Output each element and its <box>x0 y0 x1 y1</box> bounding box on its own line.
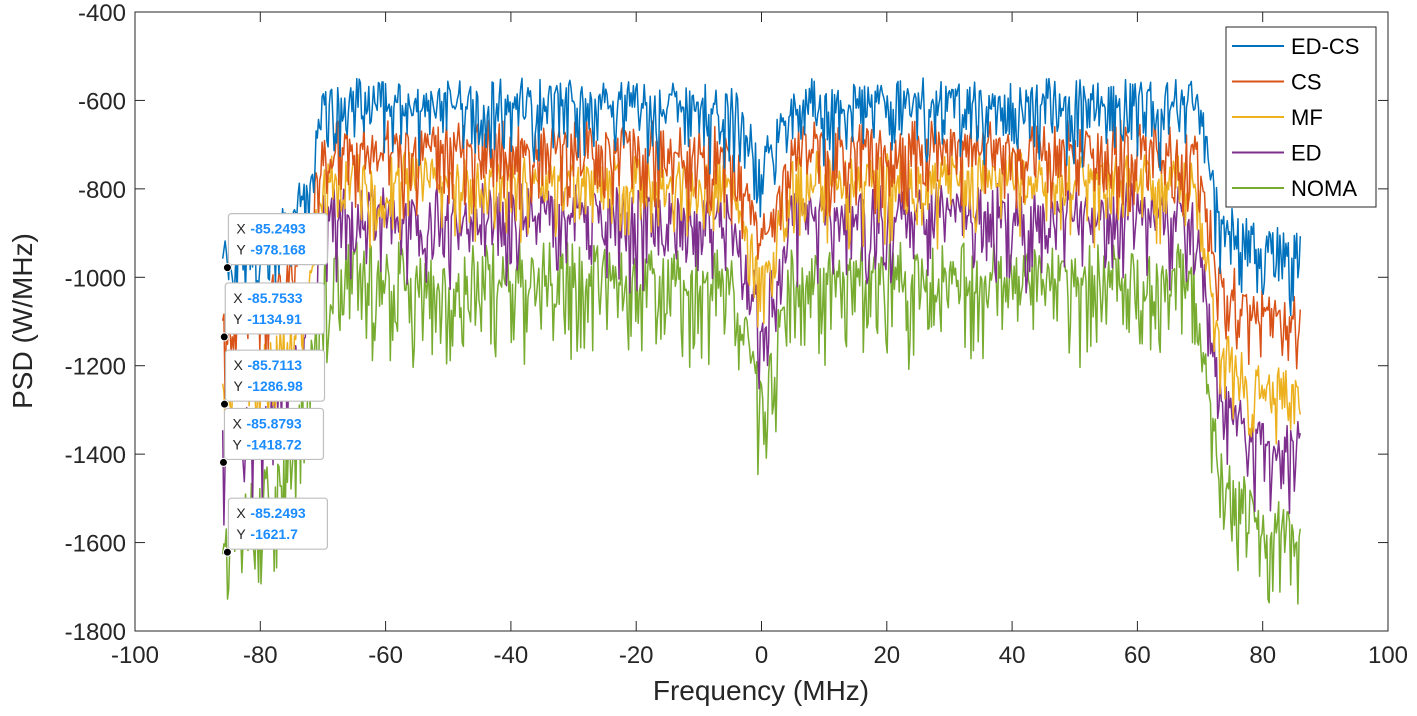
datatip-x-value: -85.7533 <box>247 290 302 306</box>
datatip-x-label: X <box>236 221 246 237</box>
y-tick-label: -400 <box>78 0 126 27</box>
datatip-y-label: Y <box>233 311 243 327</box>
ticks-layer: -100 -80 -60 -40 -20 0 20 40 60 80 100 -1800 -1600 -1… <box>65 0 1408 669</box>
x-tick-label: -80 <box>243 642 278 669</box>
y-tick-label: -800 <box>78 177 126 204</box>
x-tick-label: -60 <box>368 642 403 669</box>
legend[interactable]: ED-CS CS MF ED NOMA <box>1225 26 1377 208</box>
datatip-y-value: -1418.72 <box>246 436 301 452</box>
y-tick-label: -1000 <box>65 265 126 292</box>
datatip-box <box>224 349 326 402</box>
x-tick-label: 40 <box>999 642 1026 669</box>
legend-item-ed-cs[interactable]: ED-CS <box>1232 34 1359 59</box>
x-tick-label: -100 <box>111 642 159 669</box>
x-tick-label: 60 <box>1124 642 1151 669</box>
datatip-marker <box>222 547 232 557</box>
x-tick-label: 100 <box>1368 642 1408 669</box>
y-tick-label: -1400 <box>65 442 126 469</box>
datatip-x-value: -85.2493 <box>250 221 305 237</box>
legend-label: ED <box>1291 141 1322 166</box>
y-tick-label: -600 <box>78 88 126 115</box>
legend-label: NOMA <box>1291 176 1357 201</box>
datatip-marker <box>222 263 232 273</box>
legend-item-mf[interactable]: MF <box>1232 105 1323 130</box>
y-tick-label: -1800 <box>65 619 126 646</box>
x-tick-label: 0 <box>755 642 768 669</box>
datatip-y-label: Y <box>234 378 244 394</box>
datatip-marker <box>219 332 229 342</box>
datatip-y-label: Y <box>232 436 242 452</box>
datatip-x-value: -85.7113 <box>248 357 303 373</box>
datatip-box <box>227 497 329 550</box>
datatip-y-value: -1621.7 <box>250 526 298 542</box>
x-tick-label: -20 <box>619 642 654 669</box>
legend-label: ED-CS <box>1291 34 1359 59</box>
datatip-box <box>227 213 329 266</box>
legend-item-noma[interactable]: NOMA <box>1232 176 1357 201</box>
datatip-x-label: X <box>236 505 246 521</box>
datatip-marker <box>218 457 228 467</box>
y-axis-label: PSD (W/MHz) <box>7 233 38 409</box>
legend-item-ed[interactable]: ED <box>1232 141 1322 166</box>
x-tick-label: 20 <box>873 642 900 669</box>
datatip-x-value: -85.8793 <box>246 415 301 431</box>
legend-label: MF <box>1291 105 1323 130</box>
datatip-y-value: -1286.98 <box>248 378 303 394</box>
datatip-y-value: -978.168 <box>250 242 305 258</box>
datatip-x-label: X <box>232 415 242 431</box>
x-tick-label: 80 <box>1249 642 1276 669</box>
datatip-x-label: X <box>233 290 243 306</box>
datatip-box <box>224 282 325 335</box>
series-layer <box>221 77 1302 605</box>
legend-item-cs[interactable]: CS <box>1232 70 1322 95</box>
datatip-box <box>223 407 325 461</box>
legend-label: CS <box>1291 70 1322 95</box>
series-line-ed-cs <box>221 77 1302 317</box>
x-tick-label: -40 <box>494 642 529 669</box>
series-line-noma <box>221 241 1302 605</box>
series-line-ed <box>221 182 1302 526</box>
datatip-y-label: Y <box>236 242 246 258</box>
datatip-y-label: Y <box>236 526 246 542</box>
datatip-marker <box>220 399 230 409</box>
y-tick-label: -1200 <box>65 354 126 381</box>
datatip-x-label: X <box>234 357 244 373</box>
y-tick-label: -1600 <box>65 531 126 558</box>
datatip-y-value: -1134.91 <box>247 311 302 327</box>
x-axis-label: Frequency (MHz) <box>653 675 869 706</box>
datatip-x-value: -85.2493 <box>250 505 305 521</box>
